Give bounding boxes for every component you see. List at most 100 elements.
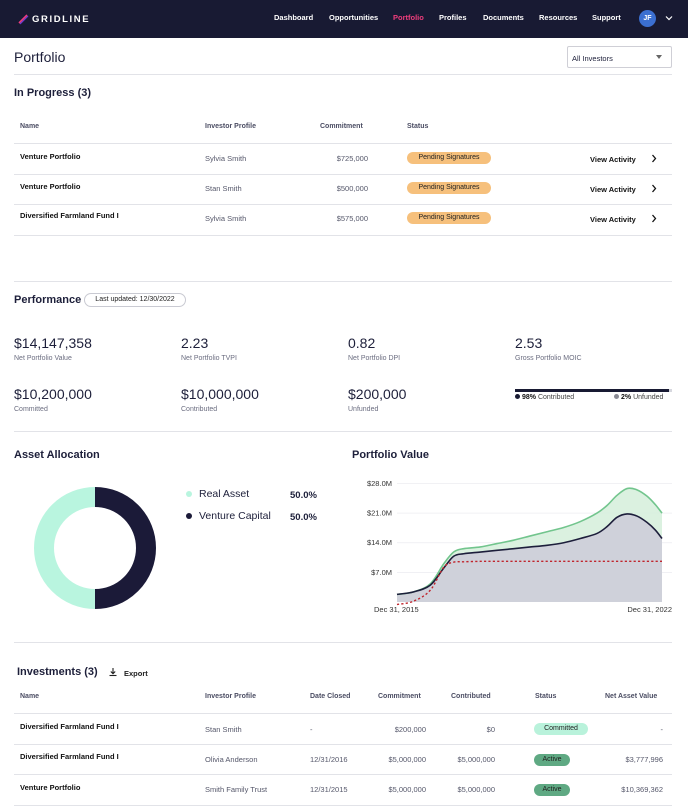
- col-header-net-asset-value: Net Asset Value: [605, 693, 658, 700]
- unfunded-legend-label: Unfunded: [633, 394, 664, 401]
- metric-label: Net Portfolio DPI: [348, 355, 401, 362]
- row-investor: Sylvia Smith: [205, 154, 247, 163]
- nav-profiles[interactable]: Profiles: [439, 13, 467, 22]
- view-activity-link[interactable]: View Activity: [590, 215, 636, 224]
- row-contributed: $5,000,000: [457, 785, 495, 794]
- investor-filter-select[interactable]: All Investors: [567, 46, 672, 68]
- row-name[interactable]: Diversified Farmland Fund I: [20, 752, 119, 761]
- series-line-2: [396, 560, 662, 606]
- y-tick-label: $7.0M: [371, 568, 392, 577]
- metric-label: Net Portfolio TVPI: [181, 355, 237, 362]
- col-header-investor-profile: Investor Profile: [205, 123, 256, 130]
- col-header-investor-profile: Investor Profile: [205, 693, 256, 700]
- contributed-legend: 98% Contributed: [515, 393, 574, 401]
- row-investor: Sylvia Smith: [205, 214, 247, 223]
- donut-segment-venture-capital: [94, 487, 156, 609]
- metric-value: $10,200,000: [14, 386, 92, 402]
- status-badge: Pending Signatures: [407, 152, 491, 164]
- status-badge: Pending Signatures: [407, 212, 491, 224]
- brand-logo[interactable]: GRIDLINE: [18, 12, 90, 26]
- row-divider: [14, 744, 672, 745]
- row-divider: [14, 143, 672, 144]
- nav-documents[interactable]: Documents: [483, 13, 524, 22]
- row-divider: [14, 204, 672, 205]
- row-commitment: $5,000,000: [388, 785, 426, 794]
- col-header-status: Status: [535, 693, 557, 700]
- in-progress-title: In Progress (3): [14, 87, 92, 99]
- row-divider: [14, 235, 672, 236]
- col-header-name: Name: [20, 693, 40, 700]
- contributed-dot-icon: [515, 393, 520, 399]
- col-header-commitment: Commitment: [320, 123, 363, 130]
- legend-percent: 50.0%: [290, 512, 317, 523]
- col-header-status: Status: [407, 123, 429, 130]
- row-investor: Stan Smith: [205, 725, 242, 734]
- row-divider: [14, 805, 672, 806]
- chevron-right-icon[interactable]: [651, 214, 657, 223]
- x-tick-label: Dec 31, 2015: [374, 605, 419, 614]
- chevron-right-icon[interactable]: [651, 184, 657, 193]
- contribution-progress-fill: [515, 389, 669, 392]
- divider: [14, 74, 672, 75]
- gridline-logo-icon: [18, 13, 29, 24]
- col-header-date-closed: Date Closed: [310, 693, 351, 700]
- row-contributed: $5,000,000: [457, 755, 495, 764]
- export-button[interactable]: Export: [124, 669, 148, 678]
- row-name[interactable]: Venture Portfolio: [20, 182, 81, 191]
- row-divider: [14, 174, 672, 175]
- x-tick-label: Dec 31, 2022: [627, 605, 672, 614]
- metric-value: 2.53: [515, 335, 543, 351]
- view-activity-link[interactable]: View Activity: [590, 155, 636, 164]
- nav-opportunities[interactable]: Opportunities: [329, 13, 379, 22]
- investments-title: Investments (3): [17, 666, 98, 678]
- row-divider: [14, 774, 672, 775]
- metric-label: Committed: [14, 406, 48, 413]
- legend-name: Real Asset: [199, 488, 250, 500]
- legend-name: Venture Capital: [199, 510, 271, 522]
- user-avatar[interactable]: JF: [639, 10, 656, 27]
- legend-dot-real-asset: [186, 491, 192, 497]
- metric-value: $200,000: [348, 386, 407, 402]
- top-nav: GRIDLINE Dashboard Opportunities Portfol…: [0, 0, 688, 38]
- row-name[interactable]: Venture Portfolio: [20, 152, 81, 161]
- row-name[interactable]: Venture Portfolio: [20, 783, 81, 792]
- divider: [14, 281, 672, 282]
- download-icon[interactable]: [108, 667, 118, 677]
- row-contributed: $0: [486, 725, 495, 734]
- legend-dot-venture-capital: [186, 513, 192, 519]
- contributed-pct: 98%: [522, 394, 537, 401]
- performance-title: Performance: [14, 294, 82, 306]
- nav-support[interactable]: Support: [592, 13, 621, 22]
- row-investor: Stan Smith: [205, 184, 242, 193]
- row-commitment: $500,000: [336, 184, 368, 193]
- row-investor: Olivia Anderson: [205, 755, 258, 764]
- status-badge: Committed: [534, 723, 588, 735]
- row-commitment: $5,000,000: [388, 755, 426, 764]
- chevron-right-icon[interactable]: [651, 154, 657, 163]
- nav-resources[interactable]: Resources: [539, 13, 578, 22]
- nav-portfolio[interactable]: Portfolio: [393, 13, 424, 22]
- view-activity-link[interactable]: View Activity: [590, 185, 636, 194]
- status-badge: Active: [534, 784, 570, 796]
- legend-percent: 50.0%: [290, 490, 317, 501]
- nav-dashboard[interactable]: Dashboard: [274, 13, 314, 22]
- row-date-closed: -: [310, 725, 313, 734]
- row-name[interactable]: Diversified Farmland Fund I: [20, 722, 119, 731]
- y-tick-label: $28.0M: [367, 479, 392, 488]
- brand-name: GRIDLINE: [32, 13, 91, 25]
- portfolio-value-chart: $7.0M $14.0M $21.0M $28.0M Dec 31, 2015 Dec 3…: [367, 479, 672, 614]
- caret-down-icon: [656, 55, 662, 59]
- metric-label: Contributed: [181, 406, 218, 413]
- unfunded-legend: 2% Unfunded: [614, 393, 664, 401]
- metric-value: $14,147,358: [14, 335, 92, 351]
- metric-value: 2.23: [181, 335, 209, 351]
- metric-label: Gross Portfolio MOIC: [515, 355, 582, 362]
- unfunded-pct: 2%: [621, 394, 632, 401]
- metric-label: Net Portfolio Value: [14, 355, 72, 362]
- portfolio-value-title: Portfolio Value: [352, 449, 430, 461]
- row-name[interactable]: Diversified Farmland Fund I: [20, 211, 119, 220]
- chevron-down-icon[interactable]: [664, 13, 674, 23]
- status-badge: Pending Signatures: [407, 182, 491, 194]
- donut-segment-real-asset: [34, 487, 96, 609]
- divider: [14, 642, 672, 643]
